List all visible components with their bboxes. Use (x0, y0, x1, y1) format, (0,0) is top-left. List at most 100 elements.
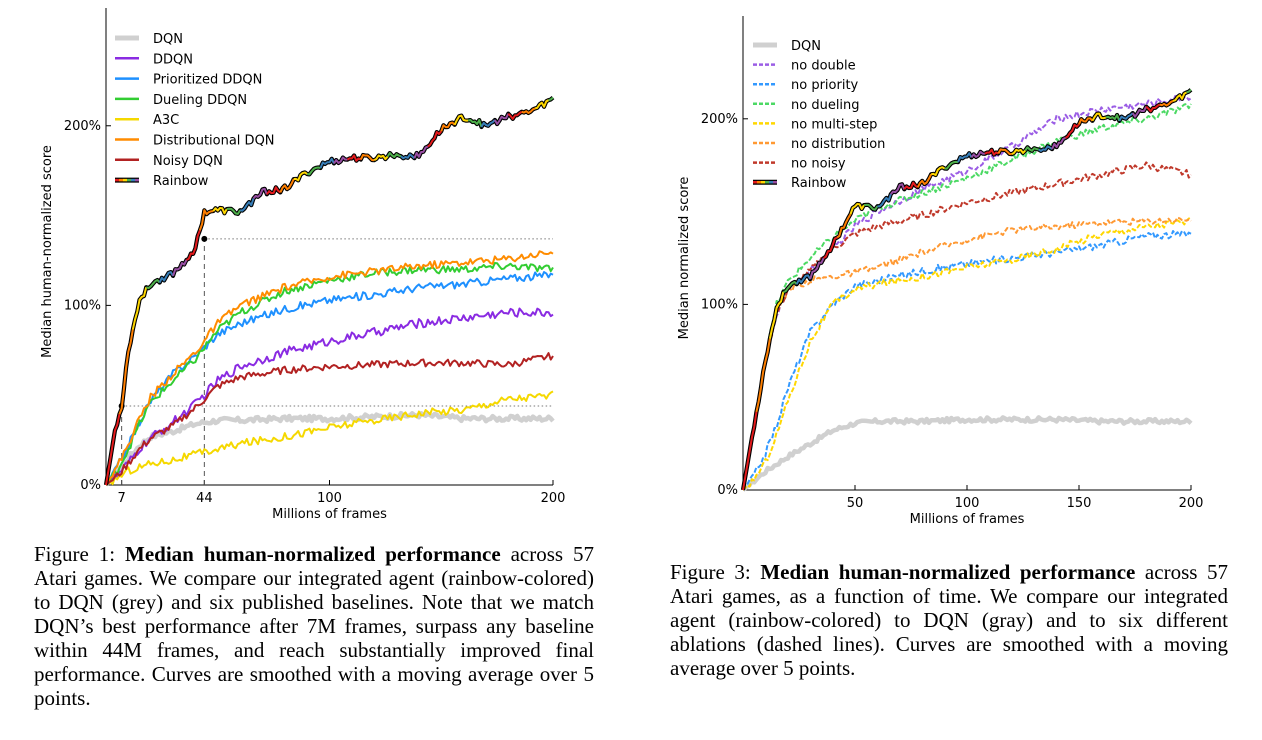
series-line-segment (1131, 106, 1148, 118)
x-tick-label: 7 (118, 491, 126, 506)
series-line-segment (768, 291, 785, 339)
series-line-segment (453, 114, 469, 126)
series-line-segment (1145, 103, 1161, 113)
y-tick-label: 200% (701, 112, 738, 127)
legend-item-rainbow: Rainbow (753, 176, 847, 191)
series-line-segment (521, 107, 536, 114)
legend-label: Rainbow (791, 176, 847, 191)
series-line-segment (783, 280, 798, 293)
legend-label: no noisy (791, 157, 846, 172)
figure-3-caption-prefix: Figure 3: (670, 560, 761, 584)
figure-3-caption-bold: Median human-normalized performance (760, 560, 1136, 584)
series-line-segment (1118, 112, 1134, 122)
series-line-segment (1038, 145, 1053, 152)
series-line-segment (373, 154, 389, 162)
figure-1-caption: Figure 1: Median human-normalized perfor… (34, 542, 594, 710)
series-line-segment (548, 96, 554, 102)
legend-item-no-priority: no priority (753, 78, 859, 93)
series-line-segment (1078, 117, 1094, 125)
legend-item-dqn: DQN (753, 39, 821, 54)
series-line-segment (877, 193, 892, 208)
legend-item-prioritized-ddqn: Prioritized DDQN (115, 73, 262, 88)
series-line-segment (970, 150, 985, 159)
y-tick-label: 0% (717, 483, 738, 498)
series-dueling-ddqn (105, 262, 554, 486)
series-line (105, 271, 554, 486)
series-line-segment (158, 271, 174, 284)
series-line-segment (984, 148, 999, 156)
x-axis-label: Millions of frames (910, 512, 1025, 527)
x-tick-label: 100 (317, 491, 342, 506)
y-axis-label: Median normalized score (677, 177, 692, 340)
legend-label: Rainbow (153, 174, 209, 189)
legend-item-ddqn: DDQN (115, 52, 193, 67)
series-line (105, 262, 554, 486)
series-line-segment (823, 236, 838, 259)
y-tick-label: 0% (80, 478, 101, 493)
series-no-noisy (742, 161, 1192, 491)
legend-label: no multi-step (791, 117, 877, 132)
legend-label: no double (791, 59, 856, 74)
x-tick-label: 50 (847, 496, 864, 511)
legend-label: DQN (791, 39, 821, 54)
series-line-segment (131, 286, 148, 330)
x-tick-label: 100 (955, 496, 980, 511)
series-line-segment (1172, 91, 1187, 102)
series-line-segment (931, 166, 946, 177)
series-line-segment (863, 203, 879, 211)
figure-3-caption: Figure 3: Median human-normalized perfor… (670, 560, 1228, 680)
series-line-segment (903, 181, 919, 190)
legend-item-no-double: no double (753, 59, 856, 74)
series-a3c (105, 390, 554, 486)
series-line-segment (916, 173, 933, 188)
series-line (105, 352, 554, 486)
series-line-segment (212, 206, 228, 215)
series-line (105, 250, 554, 486)
x-tick-label: 200 (541, 491, 566, 506)
series-no-priority (742, 229, 1192, 491)
legend-label: A3C (153, 113, 179, 128)
y-axis-label: Median human-normalized score (40, 145, 55, 358)
series-line-segment (359, 154, 375, 162)
series-line-segment (440, 121, 456, 132)
series-line-segment (795, 274, 812, 285)
series-line-segment (957, 152, 973, 163)
series-line-segment (507, 110, 523, 120)
series-line-segment (226, 207, 241, 215)
figure-1-chart: 0% 100% 200% 7 44 100 200 Millions of frames Med… (40, 8, 566, 522)
legend-item-no-distribution: no distribution (753, 137, 885, 152)
series-line-segment (198, 209, 214, 231)
series-rainbow (103, 95, 555, 486)
legend-label: no priority (791, 78, 859, 93)
series-line-segment (1091, 112, 1107, 122)
series-line-segment (413, 145, 429, 159)
legend-label: Dueling DDQN (153, 93, 247, 108)
series-line-segment (467, 119, 483, 128)
figure-3-chart: 0% 100% 200% 50 100 150 200 Millions of frames M… (677, 16, 1204, 527)
series-dqn (741, 415, 1193, 492)
series-line-segment (319, 157, 335, 169)
series-line-segment (836, 213, 852, 239)
series-line-segment (1024, 146, 1039, 152)
legend-item-a3c: A3C (115, 113, 179, 128)
series-line-segment (1011, 148, 1026, 155)
series-line (742, 216, 1192, 491)
series-line-segment (890, 183, 906, 195)
legend: DQN DDQN Prioritized DDQN Dueling DDQN A3C Di… (115, 32, 275, 189)
figure-1-caption-bold: Median human-normalized performance (125, 542, 501, 566)
series-line (104, 410, 555, 487)
series-line-segment (333, 156, 348, 164)
series-no-dueling (742, 103, 1192, 491)
series-line (742, 216, 1192, 491)
series-line-segment (172, 259, 188, 277)
series-line-segment (997, 148, 1012, 156)
legend-item-no-noisy: no noisy (753, 157, 846, 172)
series-line-segment (279, 178, 295, 193)
series-line (741, 415, 1193, 492)
x-tick-label: 200 (1179, 496, 1204, 511)
series-line-segment (1186, 89, 1192, 94)
figure-1-caption-text: across 57 Atari games. We compare our in… (34, 542, 594, 710)
legend-label: no dueling (791, 98, 860, 113)
x-tick-label: 150 (1067, 496, 1092, 511)
legend-label: no distribution (791, 137, 885, 152)
